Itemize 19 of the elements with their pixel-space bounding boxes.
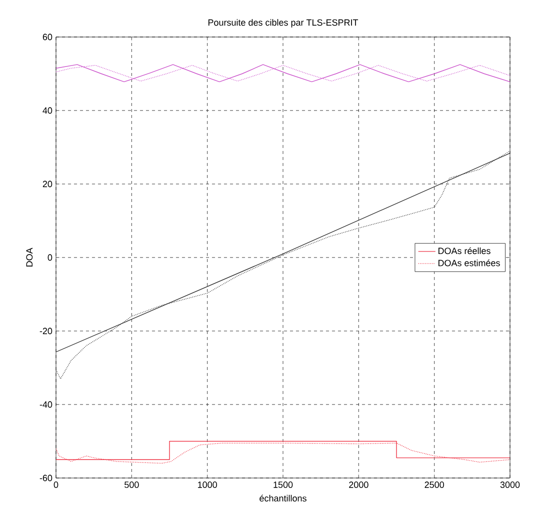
y-tick-label: 20	[42, 180, 52, 188]
y-tick-label: -20	[40, 328, 52, 334]
y-tick-label: -40	[40, 401, 52, 408]
y-axis-title: DOA	[26, 248, 33, 267]
y-tick-label: 0	[48, 254, 52, 261]
x-tick-label: 2500	[424, 482, 444, 488]
y-tick-label: -60	[40, 474, 52, 482]
x-tick-label: 1500	[274, 482, 293, 488]
x-tick-label: 1000	[198, 482, 217, 488]
legend-label: DOAs estimées	[438, 259, 500, 266]
y-tick-label: 40	[42, 107, 52, 114]
x-axis-title: échantillons	[260, 494, 306, 502]
x-tick-label: 500	[124, 482, 139, 488]
y-tick-label: 60	[42, 34, 52, 40]
x-tick-label: 3000	[500, 482, 520, 488]
x-tick-label: 2000	[349, 482, 368, 488]
x-tick-label: 0	[54, 482, 58, 488]
chart-title: Poursuite des cibles par TLS-ESPRIT	[208, 19, 358, 28]
legend-label: DOAs réelles	[438, 247, 490, 254]
